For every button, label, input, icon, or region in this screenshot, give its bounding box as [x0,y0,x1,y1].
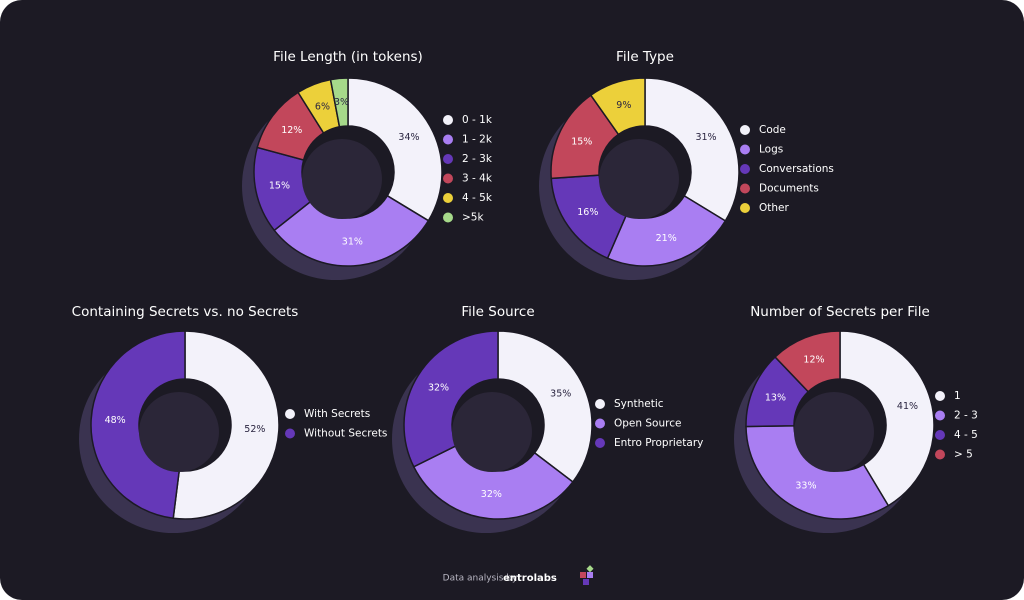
slice-label: 33% [795,481,816,492]
slice-label: 6% [315,101,330,112]
legend-label: 1 - 2k [462,134,493,146]
chart-title: Number of Secrets per File [750,304,930,320]
donut-hole-shade [599,139,679,219]
legend-marker [285,428,295,439]
legend-label: Open Source [614,418,681,430]
logo [580,565,594,585]
slice-label: 34% [398,132,419,143]
footer-brand: entrolabs [503,573,557,584]
slice-label: 21% [656,233,677,244]
legend-marker [935,430,945,440]
chart-title: File Source [461,304,534,320]
legend-marker [443,154,453,164]
legend-marker [740,144,750,155]
slice-label: 48% [105,415,126,426]
legend-marker [595,399,605,409]
footer-text: Data analysis by [443,574,518,584]
slice-label: 32% [481,489,502,500]
donut-hole-shade [302,139,382,219]
slice-label: 12% [803,355,824,366]
chart-title: File Type [616,49,674,65]
legend-label: With Secrets [304,408,370,420]
slice-label: 41% [897,401,918,412]
legend-marker [443,173,453,184]
slice-label: 35% [550,388,571,399]
legend-label: 1 [954,390,961,402]
slice-label: 16% [577,207,598,218]
legend-label: Documents [759,183,819,195]
slice-label: 12% [281,125,302,136]
legend-label: Entro Proprietary [614,437,703,449]
legend-label: >5k [462,212,484,224]
legend-label: Conversations [759,163,834,175]
donut-hole-shade [794,392,874,472]
slice-label: 52% [244,424,265,435]
legend-marker [935,391,945,401]
legend-marker [935,449,945,460]
legend-label: 2 - 3 [954,410,978,422]
legend-label: 3 - 4k [462,173,493,185]
chart-title: Containing Secrets vs. no Secrets [72,304,299,320]
slice-label: 15% [571,136,592,147]
legend-marker [595,438,605,448]
slice-label: 13% [765,392,786,403]
legend-marker [740,203,750,213]
donut-slice [172,330,280,520]
donut-hole-shade [452,392,532,472]
legend-label: Synthetic [614,398,664,410]
legend-marker [740,125,750,135]
legend-label: Code [759,124,786,136]
legend-marker [443,115,453,125]
legend-marker [740,183,750,194]
legend-label: 4 - 5 [954,429,978,441]
legend-marker [443,212,453,223]
legend-marker [740,164,750,174]
slice-label: 31% [342,236,363,247]
legend-label: 4 - 5k [462,192,493,204]
legend-label: Logs [759,144,783,156]
slice-label: 31% [695,132,716,143]
legend-marker [285,409,295,419]
legend-label: 2 - 3k [462,153,493,165]
legend-label: Other [759,202,789,214]
slice-label: 9% [616,100,631,111]
chart-title: File Length (in tokens) [273,49,423,65]
legend-label: 0 - 1k [462,114,493,126]
legend-label: > 5 [954,449,973,461]
donut-hole-shade [139,392,219,472]
legend-marker [935,410,945,421]
legend-label: Without Secrets [304,428,387,440]
legend-marker [443,193,453,203]
slice-label: 32% [428,383,449,394]
legend-marker [443,134,453,145]
slice-label: 3% [334,97,349,108]
slice-label: 15% [269,181,290,192]
legend-marker [595,418,605,429]
